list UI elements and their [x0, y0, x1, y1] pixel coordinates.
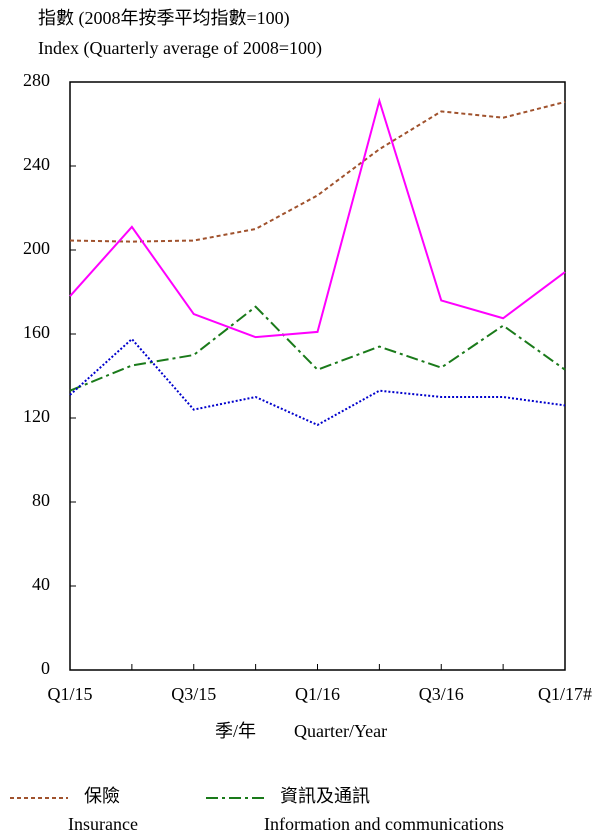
legend-label-en: Insurance: [68, 814, 138, 834]
series-line: [69, 100, 566, 243]
y-tick-label: 0: [41, 658, 50, 678]
y-tick-label: 200: [23, 238, 50, 258]
series-line: [69, 305, 566, 392]
legend-label: 保險: [84, 786, 120, 806]
x-title-en: Quarter/Year: [294, 721, 387, 741]
y-title: 指數 (2008年按季平均指數=100): [38, 8, 290, 29]
x-tick-label: Q1/15: [48, 684, 93, 704]
x-tick-label: Q1/16: [295, 684, 340, 704]
x-tick-label: Q3/15: [171, 684, 216, 704]
plot-frame: [69, 81, 566, 671]
legend-label-en: Information and communications: [264, 814, 504, 834]
series-line: [69, 97, 566, 339]
y-tick-label: 120: [23, 406, 50, 426]
series-line: [69, 337, 566, 427]
y-title-en: Index (Quarterly average of 2008=100): [38, 38, 322, 59]
x-tick-label: Q1/17#: [538, 684, 592, 704]
y-tick-label: 40: [32, 574, 50, 594]
y-tick-label: 80: [32, 490, 50, 510]
x-title: 季/年: [215, 721, 256, 741]
y-tick-label: 280: [23, 70, 50, 90]
y-tick-label: 240: [23, 154, 50, 174]
x-tick-label: Q3/16: [419, 684, 464, 704]
y-tick-label: 160: [23, 322, 50, 342]
legend-label: 資訊及通訊: [280, 786, 370, 806]
